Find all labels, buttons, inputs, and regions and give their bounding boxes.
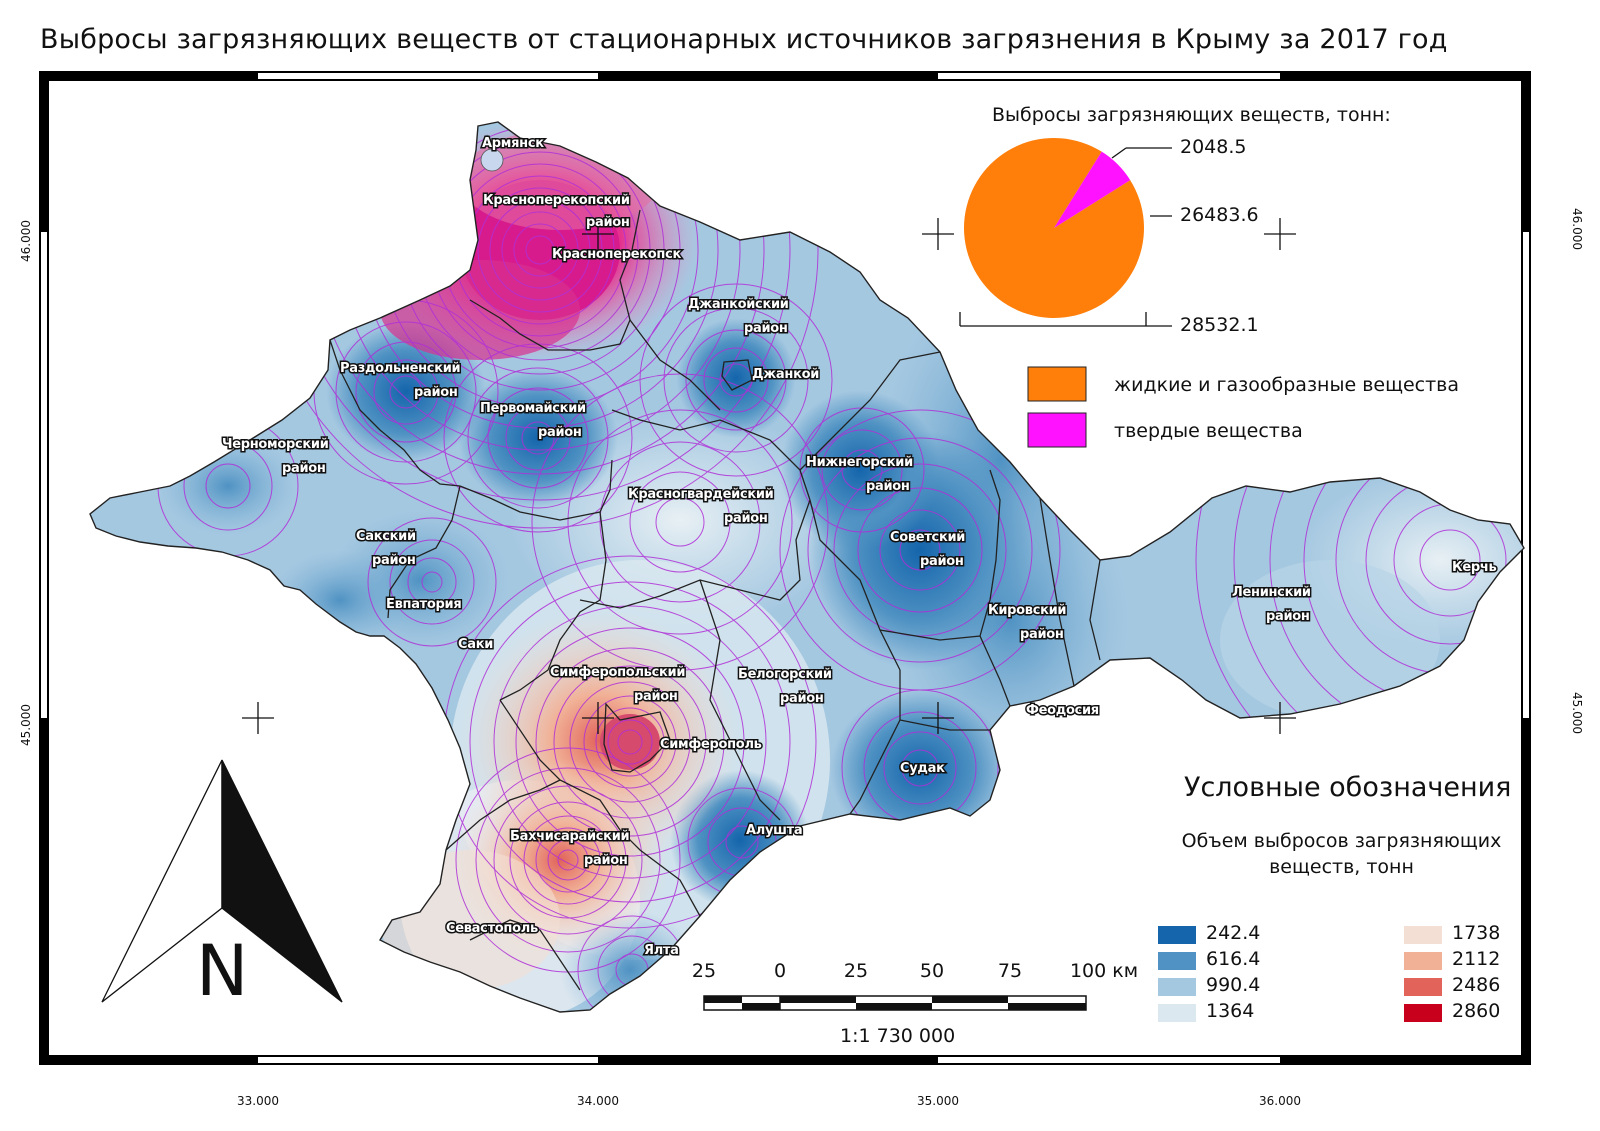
scale-bar [703,995,1087,1011]
legend-label-solid: твердые вещества [1114,420,1303,442]
label-saksky-1: Сакский [356,529,416,544]
label-leninsky-2: район [1266,609,1310,624]
class-label-5: 2112 [1452,948,1501,970]
label-razdolnensky-2: район [414,385,458,400]
label-bakhchisaraysky-1: Бахчисарайский [510,829,630,844]
lat-label-46-right: 46.000 [1570,208,1584,250]
legend-label-liquid-gas: жидкие и газообразные вещества [1114,374,1460,396]
label-chernomorsky-2: район [282,461,326,476]
label-kerch: Керчь [1452,560,1496,575]
map-title: Выбросы загрязняющих веществ от стациона… [40,24,1448,55]
class-swatch-0 [1158,926,1196,944]
label-pervomaysky-1: Первомайский [480,401,586,416]
label-leninsky-1: Ленинский [1232,585,1311,600]
label-chernomorsky-1: Черноморский [222,437,329,452]
label-dzhankoysky-1: Джанкойский [688,297,789,312]
label-alushta: Алушта [746,823,802,838]
label-sovetsky-1: Советский [890,530,965,545]
scale-tick-1: 0 [773,960,787,982]
pie-title: Выбросы загрязняющих веществ, тонн: [992,104,1391,126]
place-labels: Армянск Красноперекопский район Краснопе… [221,135,1499,960]
label-krasnoperekopsk: Красноперекопск [552,247,681,262]
label-krasnoperekopsky-1: Красноперекопский [483,193,630,208]
class-label-2: 990.4 [1206,974,1261,996]
class-swatch-2 [1158,978,1196,996]
emissions-pie [964,137,1144,318]
legend-subheading: Объем выбросов загрязняющих веществ, тон… [1181,830,1502,878]
pie-leaders [959,147,1172,327]
scale-tick-5: 100 км [1069,960,1139,982]
class-label-6: 2486 [1452,974,1501,996]
label-dzhankoysky-2: район [744,321,788,336]
label-armyansk: Армянск [482,136,544,151]
legend-swatch-liquid-gas [1027,366,1087,402]
class-label-3: 1364 [1206,1000,1255,1022]
label-yalta: Ялта [644,943,679,958]
pie-label-liquid-gas: 26483.6 [1180,204,1259,226]
label-evpatoriya: Евпатория [386,597,461,612]
class-label-1: 616.4 [1206,948,1261,970]
label-feodosiya: Феодосия [1026,703,1099,718]
lat-label-45-right: 45.000 [1570,692,1584,734]
class-swatch-1 [1158,952,1196,970]
class-label-4: 1738 [1452,922,1501,944]
class-swatch-5 [1404,952,1442,970]
label-belogorsky-2: район [780,691,824,706]
scale-tick-4: 75 [997,960,1023,982]
lon-label-34: 34.000 [577,1094,619,1108]
scale-tick-3: 50 [919,960,945,982]
label-belogorsky-1: Белогорский [738,667,832,682]
label-krasnogvardeysky-2: район [724,511,768,526]
north-letter: N [196,930,249,1012]
class-swatch-4 [1404,926,1442,944]
label-saksky-2: район [372,553,416,568]
lon-label-35: 35.000 [917,1094,959,1108]
graticule-crosses [242,218,1296,734]
frame-graduation [40,72,1530,1064]
label-dzhankoy: Джанкой [752,367,819,382]
label-sevastopol: Севастополь [446,921,538,936]
district-boundaries [329,209,1101,991]
label-nizhnegorsky-2: район [866,479,910,494]
label-pervomaysky-2: район [538,425,582,440]
label-simferopolsky-2: район [634,689,678,704]
legend-swatch-solid [1027,412,1087,448]
scale-tick-0: 25 [691,960,717,982]
label-krasnoperekopsky-2: район [586,215,630,230]
contour-lines [157,122,1524,1012]
legend-heading: Условные обозначения [1184,772,1512,803]
label-simferopolsky-1: Симферопольский [550,665,685,680]
pie-slice-liquid-gas [964,137,1144,318]
class-label-0: 242.4 [1206,922,1261,944]
label-razdolnensky-1: Раздольненский [340,361,461,376]
class-label-7: 2860 [1452,1000,1501,1022]
label-krasnogvardeysky-1: Красногвардейский [628,487,774,502]
label-sudak: Судак [900,761,945,776]
scale-ratio: 1:1 730 000 [840,1025,956,1047]
pie-label-solid: 2048.5 [1180,136,1247,158]
label-bakhchisaraysky-2: район [584,853,628,868]
scale-tick-2: 25 [843,960,869,982]
pie-label-total: 28532.1 [1180,314,1259,336]
lon-label-33: 33.000 [237,1094,279,1108]
label-kirovsky-1: Кировский [988,603,1066,618]
label-sovetsky-2: район [920,554,964,569]
pie-slice-solid [1054,151,1131,228]
lat-label-46-left: 46.000 [19,220,33,262]
class-swatch-3 [1158,1004,1196,1022]
label-nizhnegorsky-1: Нижнегорский [806,455,913,470]
class-swatch-6 [1404,978,1442,996]
label-kirovsky-2: район [1020,627,1064,642]
lon-label-36: 36.000 [1259,1094,1301,1108]
label-saki: Саки [458,637,493,652]
label-simferopol: Симферополь [660,737,762,752]
class-swatch-7 [1404,1004,1442,1022]
north-arrow [101,759,343,1003]
lat-label-45-left: 45.000 [19,704,33,746]
